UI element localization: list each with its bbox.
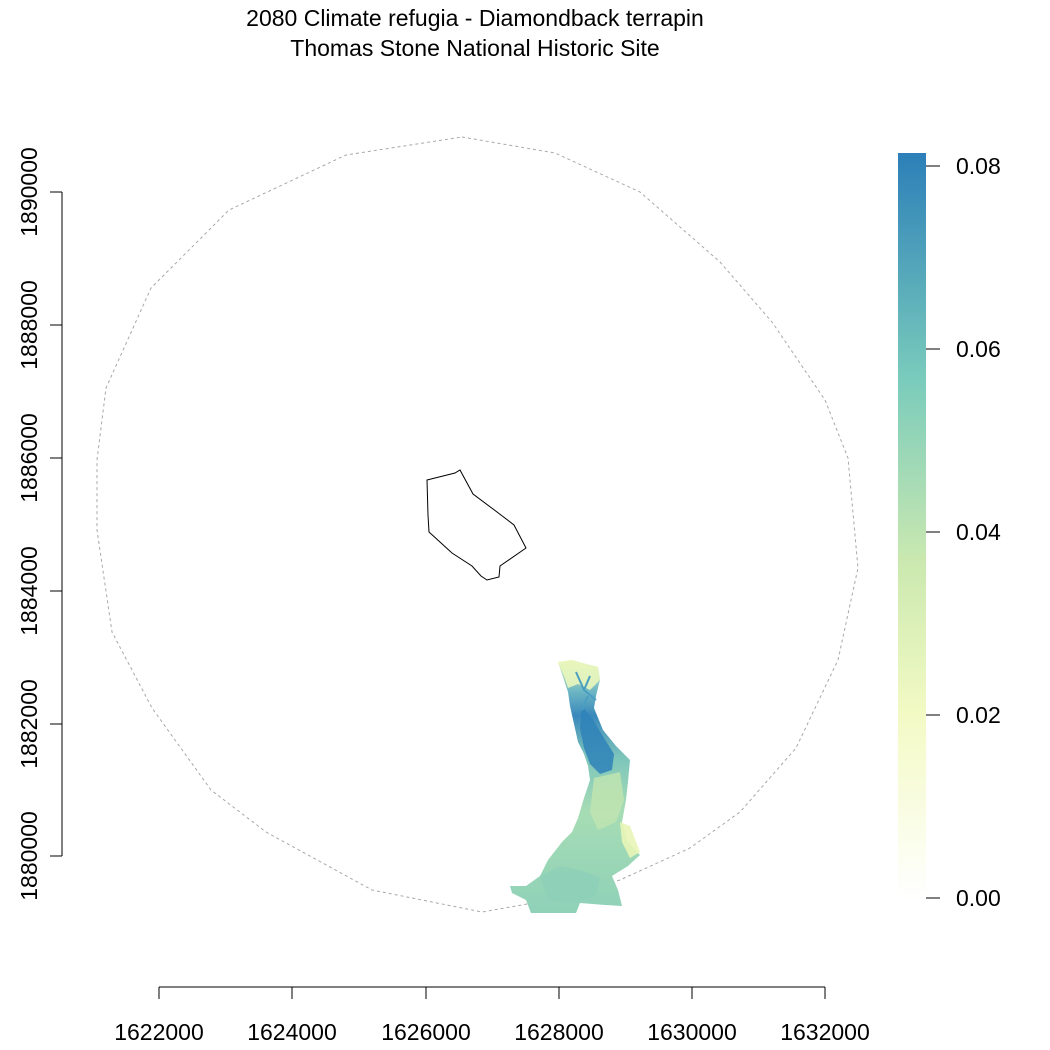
river-mid-shallows [590,772,624,830]
y-tick-label: 1882000 [16,679,42,769]
river-southern-basin [540,866,600,903]
river-tributary [575,671,597,711]
legend-color-bar [898,153,926,900]
legend-tick-label: 0.04 [956,519,1001,545]
river-deep-channel [580,706,614,774]
buffer-boundary [96,136,859,913]
river-upper-shallows [558,660,600,690]
map-title: 2080 Climate refugia - Diamondback terra… [246,5,704,31]
park-boundary [426,469,527,581]
y-axis: 1880000 1882000 1884000 1886000 1888000 … [16,147,63,901]
x-tick-label: 1624000 [247,1019,337,1045]
x-tick-label: 1626000 [381,1019,471,1045]
legend-tick-label: 0.08 [956,153,1001,179]
legend-tick-label: 0.02 [956,702,1001,728]
map-subtitle: Thomas Stone National Historic Site [290,35,660,61]
x-tick-label: 1628000 [514,1019,604,1045]
y-tick-label: 1886000 [16,413,42,503]
x-tick-label: 1630000 [647,1019,737,1045]
x-tick-label: 1632000 [780,1019,870,1045]
legend-tick-label: 0.00 [956,885,1001,911]
legend-tick-label: 0.06 [956,336,1001,362]
legend: 0.00 0.02 0.04 0.06 0.08 [898,153,1001,911]
y-tick-label: 1884000 [16,546,42,636]
river-margin [620,822,640,858]
x-axis: 1622000 1624000 1626000 1628000 1630000 … [114,986,870,1045]
y-tick-label: 1888000 [16,280,42,370]
y-tick-label: 1880000 [16,811,42,901]
river-channel [510,660,640,913]
refugia-raster [510,660,640,913]
x-tick-label: 1622000 [114,1019,204,1045]
y-tick-label: 1890000 [16,147,42,237]
